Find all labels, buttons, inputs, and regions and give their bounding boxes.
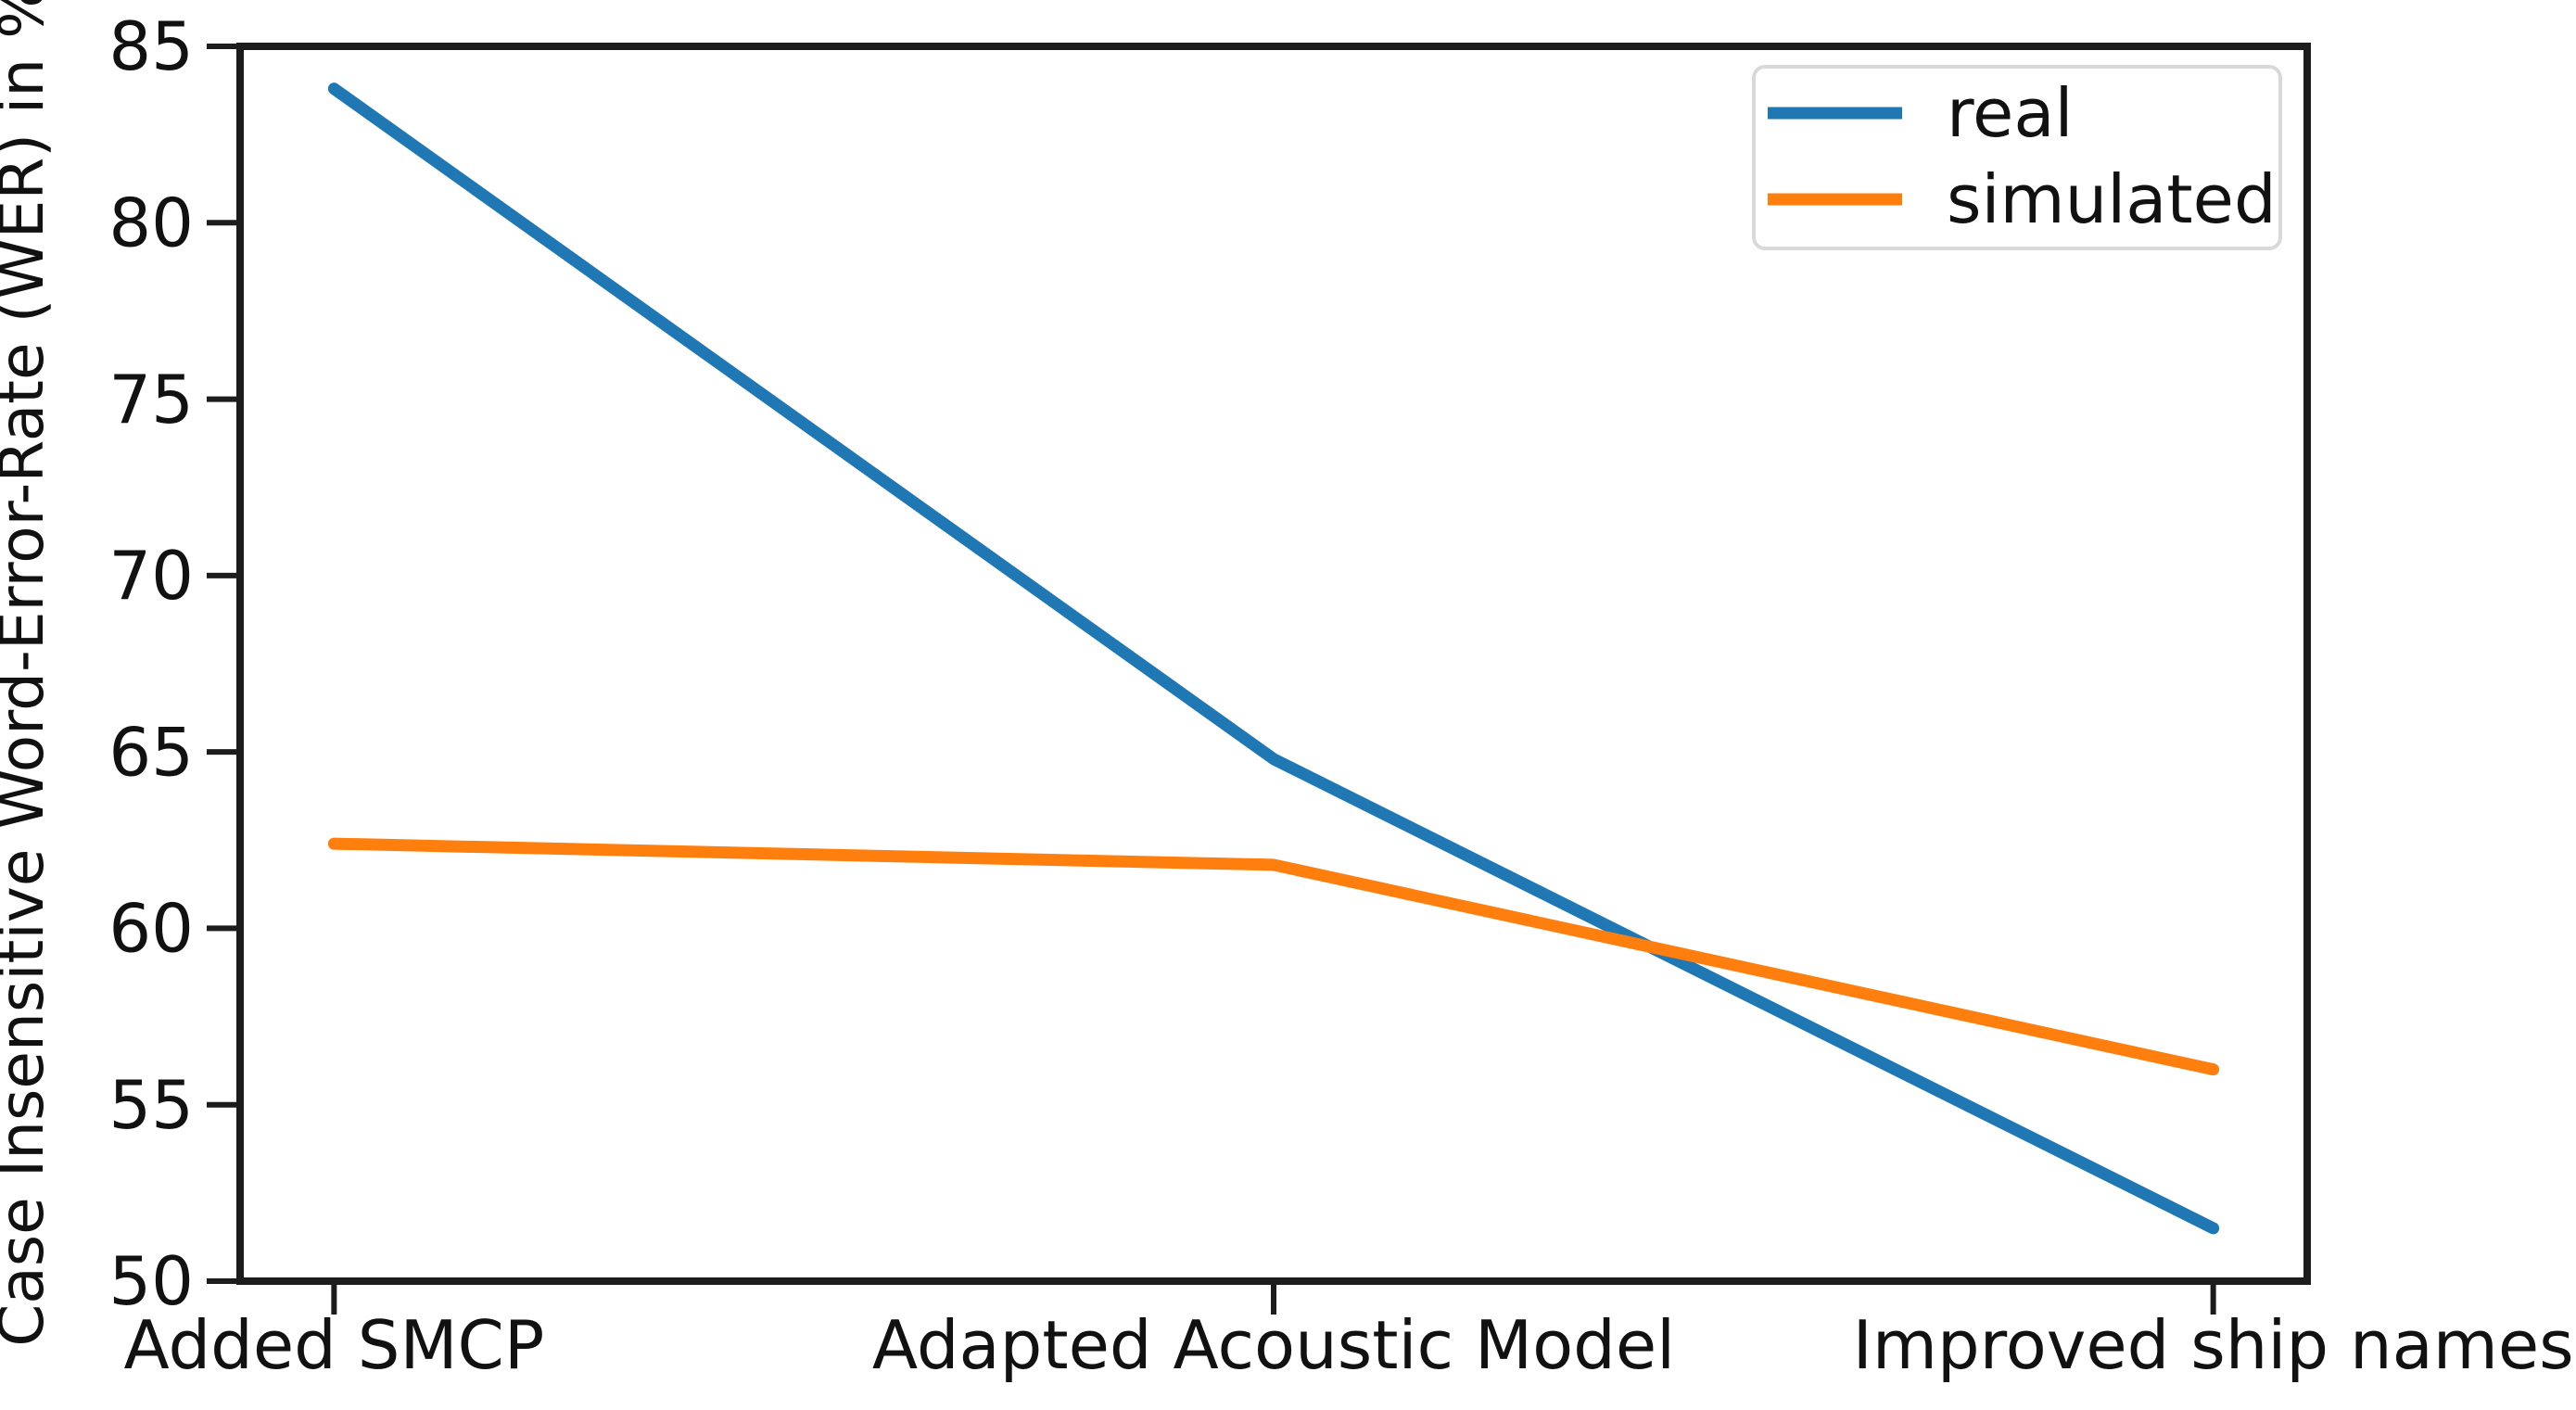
y-tick-label: 80 [108,184,194,261]
y-axis-title: Case Insensitive Word-Error-Rate (WER) i… [0,0,57,1347]
x-tick-label: Adapted Acoustic Model [872,1306,1675,1384]
legend: real simulated [1752,65,2282,250]
y-tick-label: 55 [108,1066,194,1144]
x-tick-label: Added SMCP [123,1306,544,1384]
legend-simulated-label: simulated [1947,160,2277,238]
series-lines [327,83,2220,1235]
x-axis: Added SMCP Adapted Acoustic Model Improved… [123,1281,2574,1384]
series-line-simulated [327,837,2220,1076]
x-tick-label: Improved ship names [1853,1306,2574,1384]
y-tick-label: 50 [108,1242,194,1320]
y-axis: 50 55 60 65 70 75 80 85 [108,7,240,1320]
y-tick-label: 75 [108,361,194,438]
y-tick-label: 65 [108,713,194,791]
y-tick-label: 70 [108,537,194,615]
y-tick-label: 85 [108,7,194,85]
series-line-real [327,83,2220,1235]
y-tick-label: 60 [108,890,194,968]
legend-real-label: real [1947,74,2073,152]
